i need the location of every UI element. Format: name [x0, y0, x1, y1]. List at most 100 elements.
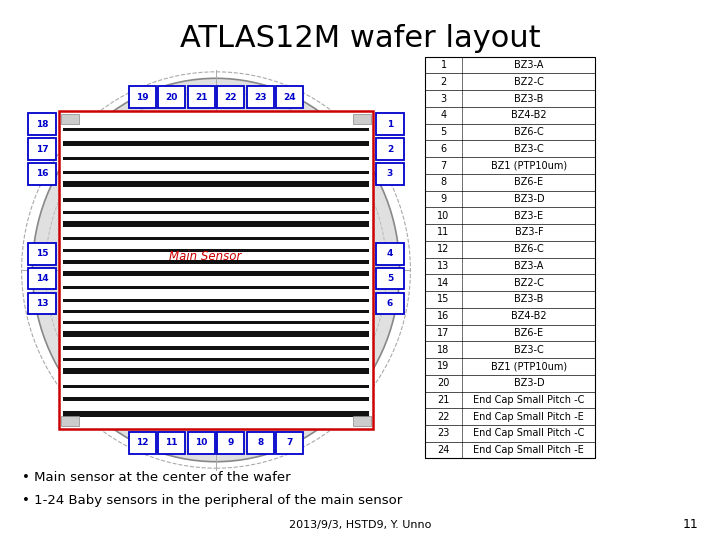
- Text: End Cap Small Pitch -C: End Cap Small Pitch -C: [473, 428, 585, 438]
- Text: BZ3-C: BZ3-C: [514, 144, 544, 154]
- Bar: [217, 86, 244, 108]
- Text: 18: 18: [437, 345, 450, 355]
- Bar: [63, 260, 369, 264]
- Text: 22: 22: [437, 411, 450, 422]
- Text: 8: 8: [257, 438, 264, 447]
- Text: BZ6-C: BZ6-C: [514, 244, 544, 254]
- Bar: [353, 114, 372, 124]
- Bar: [28, 113, 55, 135]
- Bar: [376, 293, 403, 314]
- Text: 4: 4: [441, 110, 446, 120]
- Text: BZ3-E: BZ3-E: [514, 211, 544, 221]
- Text: 3: 3: [441, 93, 446, 104]
- Text: 11: 11: [437, 227, 450, 238]
- Bar: [425, 73, 595, 90]
- Bar: [63, 384, 369, 388]
- Bar: [376, 243, 403, 265]
- Bar: [425, 124, 595, 140]
- Bar: [425, 274, 595, 291]
- Bar: [63, 171, 369, 174]
- Bar: [425, 207, 595, 224]
- Bar: [63, 271, 369, 276]
- Bar: [246, 86, 274, 108]
- Text: End Cap Small Pitch -E: End Cap Small Pitch -E: [474, 445, 584, 455]
- Text: End Cap Small Pitch -E: End Cap Small Pitch -E: [474, 411, 584, 422]
- Text: BZ6-E: BZ6-E: [514, 177, 544, 187]
- Text: 6: 6: [441, 144, 446, 154]
- Text: 8: 8: [441, 177, 446, 187]
- Text: 17: 17: [36, 145, 48, 153]
- Text: 10: 10: [195, 438, 207, 447]
- Bar: [425, 157, 595, 174]
- Bar: [425, 57, 595, 73]
- Bar: [425, 90, 595, 107]
- Text: BZ2-C: BZ2-C: [514, 77, 544, 87]
- Bar: [425, 341, 595, 358]
- Bar: [425, 174, 595, 191]
- Text: BZ3-F: BZ3-F: [515, 227, 543, 238]
- Text: BZ4-B2: BZ4-B2: [511, 110, 546, 120]
- Text: 12: 12: [437, 244, 450, 254]
- Bar: [63, 198, 369, 201]
- Text: BZ3-D: BZ3-D: [513, 194, 544, 204]
- Text: 5: 5: [441, 127, 446, 137]
- Text: 9: 9: [228, 438, 234, 447]
- Bar: [425, 425, 595, 442]
- Text: 11: 11: [683, 518, 698, 531]
- Bar: [425, 325, 595, 341]
- Bar: [246, 432, 274, 454]
- Text: 6: 6: [387, 299, 393, 308]
- Text: 14: 14: [437, 278, 450, 288]
- Text: 9: 9: [441, 194, 446, 204]
- Bar: [158, 86, 186, 108]
- Bar: [376, 163, 403, 185]
- Bar: [63, 357, 369, 361]
- Text: 24: 24: [284, 93, 296, 102]
- Text: Main Sensor: Main Sensor: [169, 250, 241, 263]
- Bar: [353, 416, 372, 426]
- Bar: [425, 224, 595, 241]
- Bar: [28, 293, 55, 314]
- Text: 13: 13: [437, 261, 450, 271]
- Text: BZ1 (PTP10um): BZ1 (PTP10um): [491, 160, 567, 171]
- Text: 21: 21: [437, 395, 450, 405]
- Text: 23: 23: [437, 428, 450, 438]
- Bar: [63, 321, 369, 324]
- Bar: [63, 299, 369, 302]
- Text: 19: 19: [437, 361, 450, 372]
- Text: 18: 18: [36, 120, 48, 129]
- Bar: [63, 157, 369, 160]
- Bar: [63, 310, 369, 313]
- Text: 15: 15: [437, 294, 450, 305]
- Bar: [425, 392, 595, 408]
- Text: 24: 24: [437, 445, 450, 455]
- Bar: [425, 358, 595, 375]
- Text: 7: 7: [287, 438, 293, 447]
- Bar: [187, 86, 215, 108]
- Text: BZ3-C: BZ3-C: [514, 345, 544, 355]
- Text: BZ6-E: BZ6-E: [514, 328, 544, 338]
- Bar: [217, 432, 244, 454]
- Bar: [63, 140, 369, 146]
- Text: 10: 10: [437, 211, 450, 221]
- Text: 4: 4: [387, 249, 393, 258]
- Bar: [63, 330, 369, 337]
- Text: 1: 1: [387, 120, 393, 129]
- Ellipse shape: [32, 78, 400, 462]
- Bar: [63, 411, 369, 416]
- Text: 13: 13: [36, 299, 48, 308]
- Text: 15: 15: [36, 249, 48, 258]
- Bar: [425, 191, 595, 207]
- Text: 23: 23: [254, 93, 266, 102]
- Text: 16: 16: [36, 170, 48, 178]
- Bar: [376, 268, 403, 289]
- Text: BZ4-B2: BZ4-B2: [511, 311, 546, 321]
- Bar: [60, 416, 78, 426]
- Bar: [59, 111, 372, 429]
- Bar: [425, 375, 595, 392]
- Text: BZ2-C: BZ2-C: [514, 278, 544, 288]
- Text: 2: 2: [441, 77, 446, 87]
- Text: • Main sensor at the center of the wafer: • Main sensor at the center of the wafer: [22, 471, 290, 484]
- Bar: [425, 140, 595, 157]
- Text: BZ3-A: BZ3-A: [514, 60, 544, 70]
